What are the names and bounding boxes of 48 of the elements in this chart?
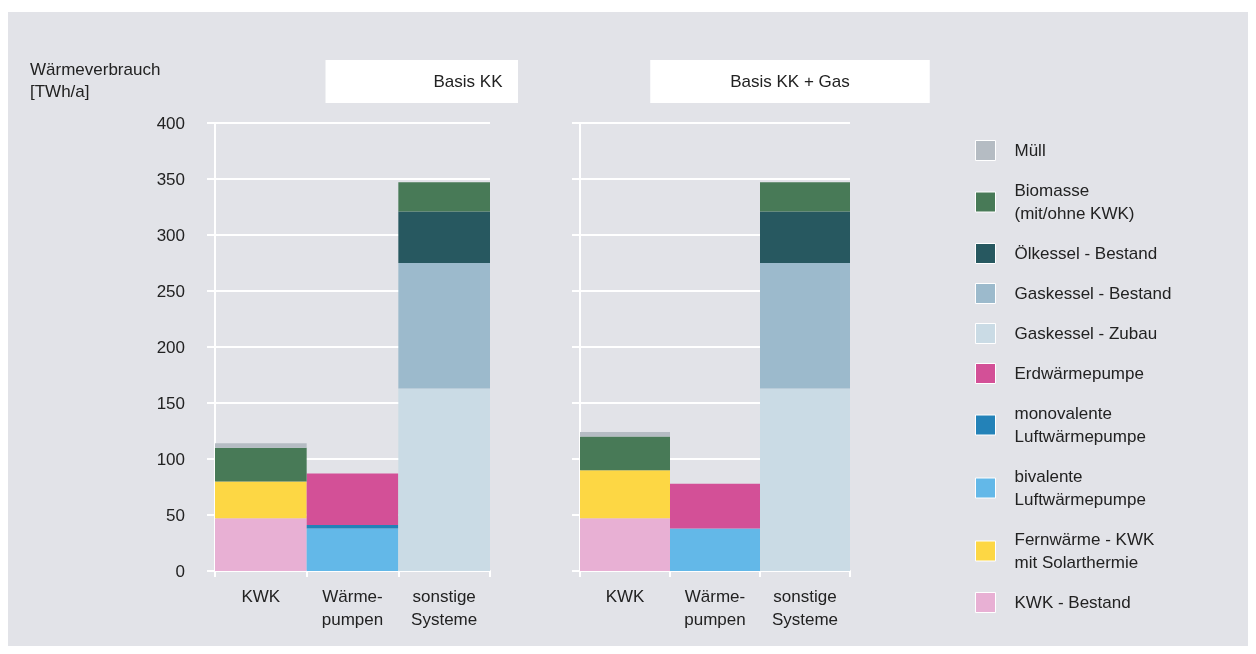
bar (670, 483, 760, 529)
legend-label: Gaskessel - Bestand (1014, 284, 1172, 303)
bar (760, 211, 850, 263)
bar (215, 447, 307, 482)
x-tick-label: sonstige Systeme (771, 587, 839, 629)
y-tick-label: 300 (156, 225, 185, 245)
y-tick-label: 0 (175, 561, 185, 581)
legend-label: Biomasse (mit/ohne KWK) (1014, 181, 1135, 223)
legend-label: Fernwärme - KWK mit Solarthermie (1014, 530, 1155, 572)
legend-label: monovalente Luftwärmepumpe (1014, 404, 1146, 446)
y-tick-label: 400 (156, 113, 185, 133)
x-tick-label: Wärme- pumpen (321, 587, 384, 629)
bar (398, 211, 490, 263)
bar (398, 182, 490, 212)
bar (580, 518, 670, 571)
x-tick-label: Wärme- pumpen (684, 587, 746, 629)
legend-label: bivalente Luftwärmepumpe (1014, 467, 1146, 509)
x-tick-label: KWK (241, 587, 281, 606)
bar (215, 518, 307, 571)
bar (760, 388, 850, 571)
x-tick-label: KWK (605, 587, 646, 606)
legend-label: Müll (1014, 141, 1046, 160)
y-tick-label: 350 (156, 169, 185, 189)
x-tick-label: sonstige Systeme (411, 587, 478, 629)
bar (215, 481, 307, 519)
legend-label: KWK - Bestand (1014, 593, 1131, 612)
bar (580, 470, 670, 519)
bar (306, 473, 399, 526)
legend-label: Erdwärmepumpe (1014, 364, 1144, 383)
legend-label: Ölkessel - Bestand (1014, 244, 1158, 263)
chart-title: Basis KK (433, 72, 504, 91)
bar (760, 263, 850, 389)
y-tick-label: 100 (156, 449, 185, 469)
bar (670, 528, 760, 571)
bar (760, 182, 850, 212)
bar (580, 436, 670, 471)
bar (398, 263, 490, 389)
y-axis-title: Wärmeverbrauch [TWh/a] (30, 59, 161, 101)
legend-label: Gaskessel - Zubau (1014, 324, 1158, 343)
y-tick-label: 200 (156, 337, 185, 357)
bar (398, 388, 490, 571)
bar (306, 528, 399, 571)
bar (215, 443, 307, 448)
y-tick-label: 250 (156, 281, 185, 301)
bar (580, 432, 670, 437)
chart-title: Basis KK + Gas (730, 72, 850, 91)
y-tick-label: 50 (166, 505, 185, 525)
y-tick-label: 150 (156, 393, 185, 413)
